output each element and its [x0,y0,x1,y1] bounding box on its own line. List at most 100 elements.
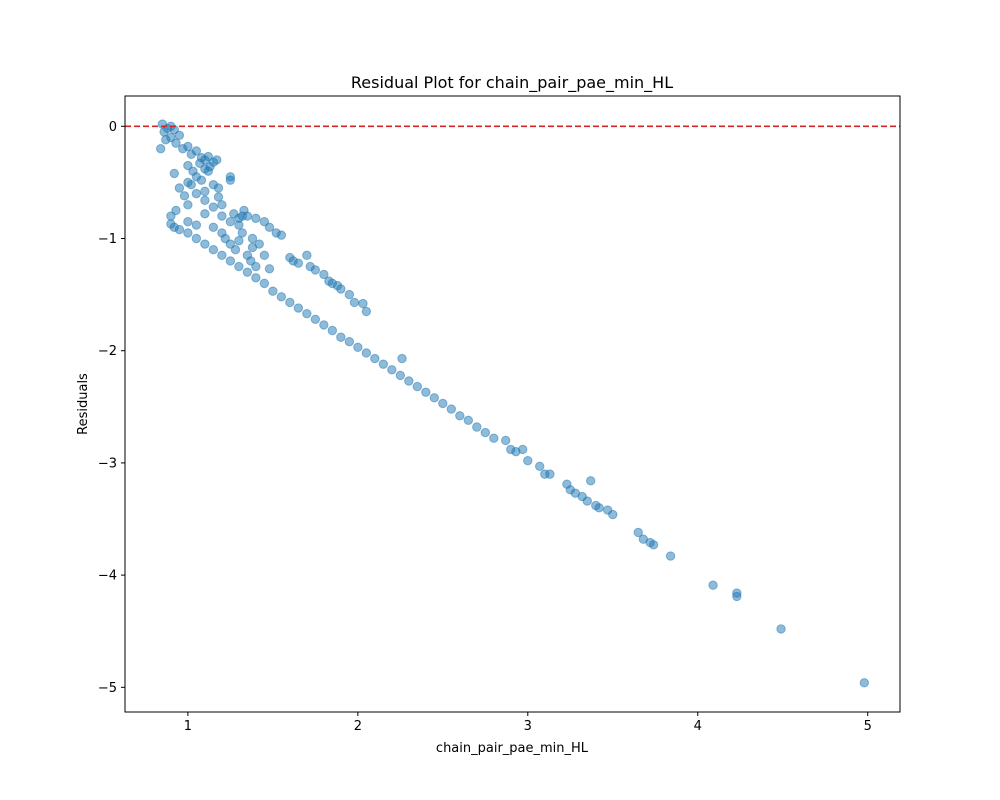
scatter-point [776,624,786,634]
scatter-point [358,298,368,309]
scatter-point [242,211,253,221]
scatter-point [217,250,227,261]
scatter-point [217,211,227,221]
scatter-point [251,213,261,224]
scatter-point [463,415,474,425]
scatter-point [395,370,406,381]
scatter-point [378,359,389,369]
scatter-point [183,228,193,238]
scatter-point [208,202,219,212]
y-tick-label: −2 [98,344,117,359]
scatter-point [534,461,545,471]
scatter-point [174,183,185,193]
scatter-point [230,245,241,255]
scatter-point [370,353,380,364]
scatter-point [545,469,555,479]
scatter-point [264,222,275,232]
scatter-point [174,130,185,140]
scatter-point [208,179,219,190]
scatter-point [225,256,236,266]
scatter-point [412,381,423,392]
scatter-point [319,269,329,280]
scatter-point [166,211,176,221]
y-tick-label: −1 [98,232,117,247]
scatter-point [732,591,742,602]
scatter-point [327,325,338,336]
scatter-point [247,242,258,253]
x-tick-label: 3 [524,719,532,734]
scatter-point [480,427,491,438]
scatter-point [302,308,312,319]
scatter-point [585,476,596,486]
y-axis-ticks: 0 −1 −2 −3 −4 −5 [98,120,125,696]
scatter-point [212,155,222,165]
scatter-point [234,236,244,246]
scatter-point [302,250,312,261]
scatter-point [594,503,604,513]
scatter-point [404,376,414,386]
scatter-point [285,297,295,308]
scatter-point [310,265,321,275]
scatter-point [859,678,870,688]
scatter-point [472,422,482,432]
scatter-point [200,186,210,197]
scatter-point [353,342,363,353]
scatter-point [336,284,346,294]
scatter-point [361,306,372,317]
scatter-point [608,509,618,520]
x-axis-ticks: 1 2 3 4 5 [184,712,872,734]
scatter-point [200,239,210,249]
plot-frame [124,95,901,713]
scatter-point [344,337,355,347]
scatter-point [421,387,431,397]
scatter-point [293,303,304,313]
scatter-point [489,433,499,443]
scatter-point [293,258,304,268]
scatter-point [397,353,407,364]
scatter-point [169,168,179,179]
y-axis-label: Residuals [76,373,91,435]
scatter-point [191,188,202,199]
y-tick-label: 0 [109,120,117,135]
scatter-point [446,404,457,414]
scatter-point [429,393,440,403]
scatter-point [455,411,465,421]
scatter-point [319,320,329,330]
x-tick-label: 5 [864,719,872,734]
scatter-point [276,230,287,240]
points-layer [155,119,870,688]
scatter-point [208,222,219,232]
scatter-point [387,365,397,375]
scatter-point [200,195,210,206]
scatter-point [344,289,355,300]
scatter-point [438,398,448,409]
scatter-point [665,551,676,561]
scatter-point [310,314,321,324]
scatter-point [361,348,372,358]
scatter-point [191,220,202,230]
scatter-point [648,540,659,550]
y-tick-label: −3 [98,456,117,471]
scatter-point [247,233,258,244]
scatter-point [234,261,244,272]
scatter-point [225,175,236,185]
scatter-point [183,141,193,152]
scatter-point [276,292,287,302]
scatter-point [523,455,533,466]
scatter-point [501,435,511,446]
scatter-point [633,527,643,538]
scatter-point [259,278,270,289]
scatter-point [708,580,718,590]
y-tick-label: −5 [98,681,117,696]
scatter-point [517,444,528,455]
chart-title: Residual Plot for chain_pair_pae_min_HL [351,73,673,93]
scatter-point [171,138,181,148]
scatter-point [183,177,193,188]
scatter-point [191,172,202,182]
x-axis-label: chain_pair_pae_min_HL [436,741,589,756]
scatter-point [208,245,219,255]
scatter-point [191,233,202,244]
x-tick-label: 1 [184,719,192,734]
